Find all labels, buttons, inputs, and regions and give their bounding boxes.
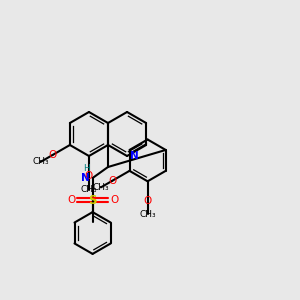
Text: O: O <box>110 195 118 205</box>
Text: O: O <box>85 171 93 181</box>
Text: CH₃: CH₃ <box>139 210 156 219</box>
Text: O: O <box>48 150 57 160</box>
Text: H: H <box>83 164 90 173</box>
Text: N: N <box>130 151 139 161</box>
Text: O: O <box>67 195 75 205</box>
Text: N: N <box>81 173 90 183</box>
Text: CH₃: CH₃ <box>93 183 109 192</box>
Text: O: O <box>108 176 116 186</box>
Text: O: O <box>143 196 152 206</box>
Text: S: S <box>88 194 97 206</box>
Text: CH₃: CH₃ <box>32 158 49 166</box>
Text: CH₃: CH₃ <box>81 185 97 194</box>
